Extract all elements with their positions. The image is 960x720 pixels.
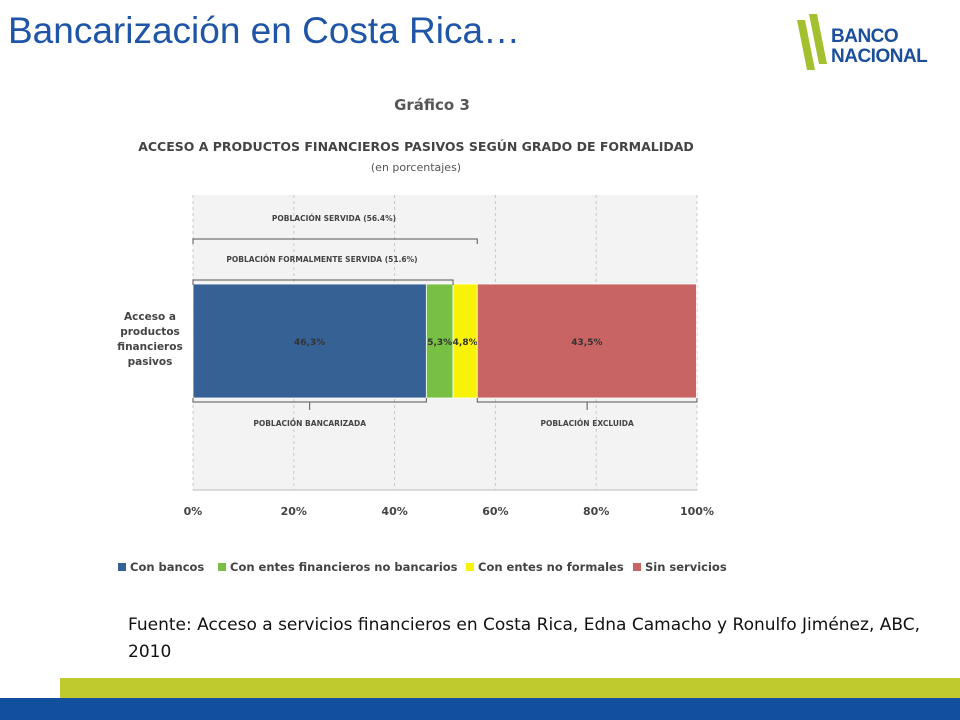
category-label-line-0: Acceso a	[124, 311, 176, 323]
source-note: Fuente: Acceso a servicios financieros e…	[128, 615, 921, 662]
x-tick-label-3: 60%	[482, 505, 508, 518]
x-tick-label-4: 80%	[583, 505, 609, 518]
legend-label-2: Con entes no formales	[478, 560, 624, 574]
category-label-line-3: pasivos	[128, 356, 173, 368]
x-tick-label-2: 40%	[381, 505, 407, 518]
annotation-label-1: POBLACIÓN FORMALMENTE SERVIDA (51.6%)	[226, 255, 417, 264]
legend-label-1: Con entes financieros no bancarios	[230, 560, 458, 574]
bar-label-2: 4,8%	[453, 338, 478, 348]
category-label-line-2: financieros	[117, 341, 182, 353]
legend-label-3: Sin servicios	[645, 560, 727, 574]
footer-band-green	[60, 678, 960, 698]
bar-label-3: 43,5%	[571, 338, 602, 348]
annotation-bracket-3	[476, 398, 698, 403]
bar-label-0: 46,3%	[294, 338, 325, 348]
logo-text-banco: BANCO	[831, 26, 899, 47]
legend-swatch-3	[633, 563, 641, 571]
bar-segment-2	[452, 283, 478, 399]
annotation-bracket-1	[192, 279, 454, 285]
annotation-label-0: POBLACIÓN SERVIDA (56.4%)	[272, 214, 396, 223]
annotation-bracket-2	[192, 398, 427, 403]
x-tick-label-5: 100%	[680, 505, 714, 518]
bar-label-1: 5,3%	[427, 338, 452, 348]
chart-subtitle: (en porcentajes)	[371, 161, 461, 174]
legend-label-0: Con bancos	[130, 560, 204, 574]
x-tick-label-1: 20%	[281, 505, 307, 518]
logo-text-nacional: NACIONAL	[831, 46, 928, 67]
banco-nacional-logo: BANCO NACIONAL	[795, 12, 950, 76]
annotation-label-2: POBLACIÓN BANCARIZADA	[253, 419, 366, 428]
annotation-bracket-0	[192, 238, 478, 244]
legend-swatch-1	[218, 563, 226, 571]
bar-segment-1	[425, 283, 454, 399]
category-label-line-1: productos	[120, 326, 180, 338]
bar-segment-0	[192, 283, 427, 399]
x-tick-label-0: 0%	[184, 505, 203, 518]
figure-label: Gráfico 3	[394, 96, 470, 114]
annotation-label-3: POBLACIÓN EXCLUIDA	[540, 419, 633, 428]
logo-mark-icon	[797, 14, 827, 70]
bar-segment-3	[476, 283, 697, 399]
legend-swatch-2	[466, 563, 474, 571]
slide-title: Bancarización en Costa Rica…	[8, 10, 521, 51]
legend-swatch-0	[118, 563, 126, 571]
chart-title: ACCESO A PRODUCTOS FINANCIEROS PASIVOS S…	[138, 139, 694, 154]
footer-band-blue	[0, 698, 960, 720]
